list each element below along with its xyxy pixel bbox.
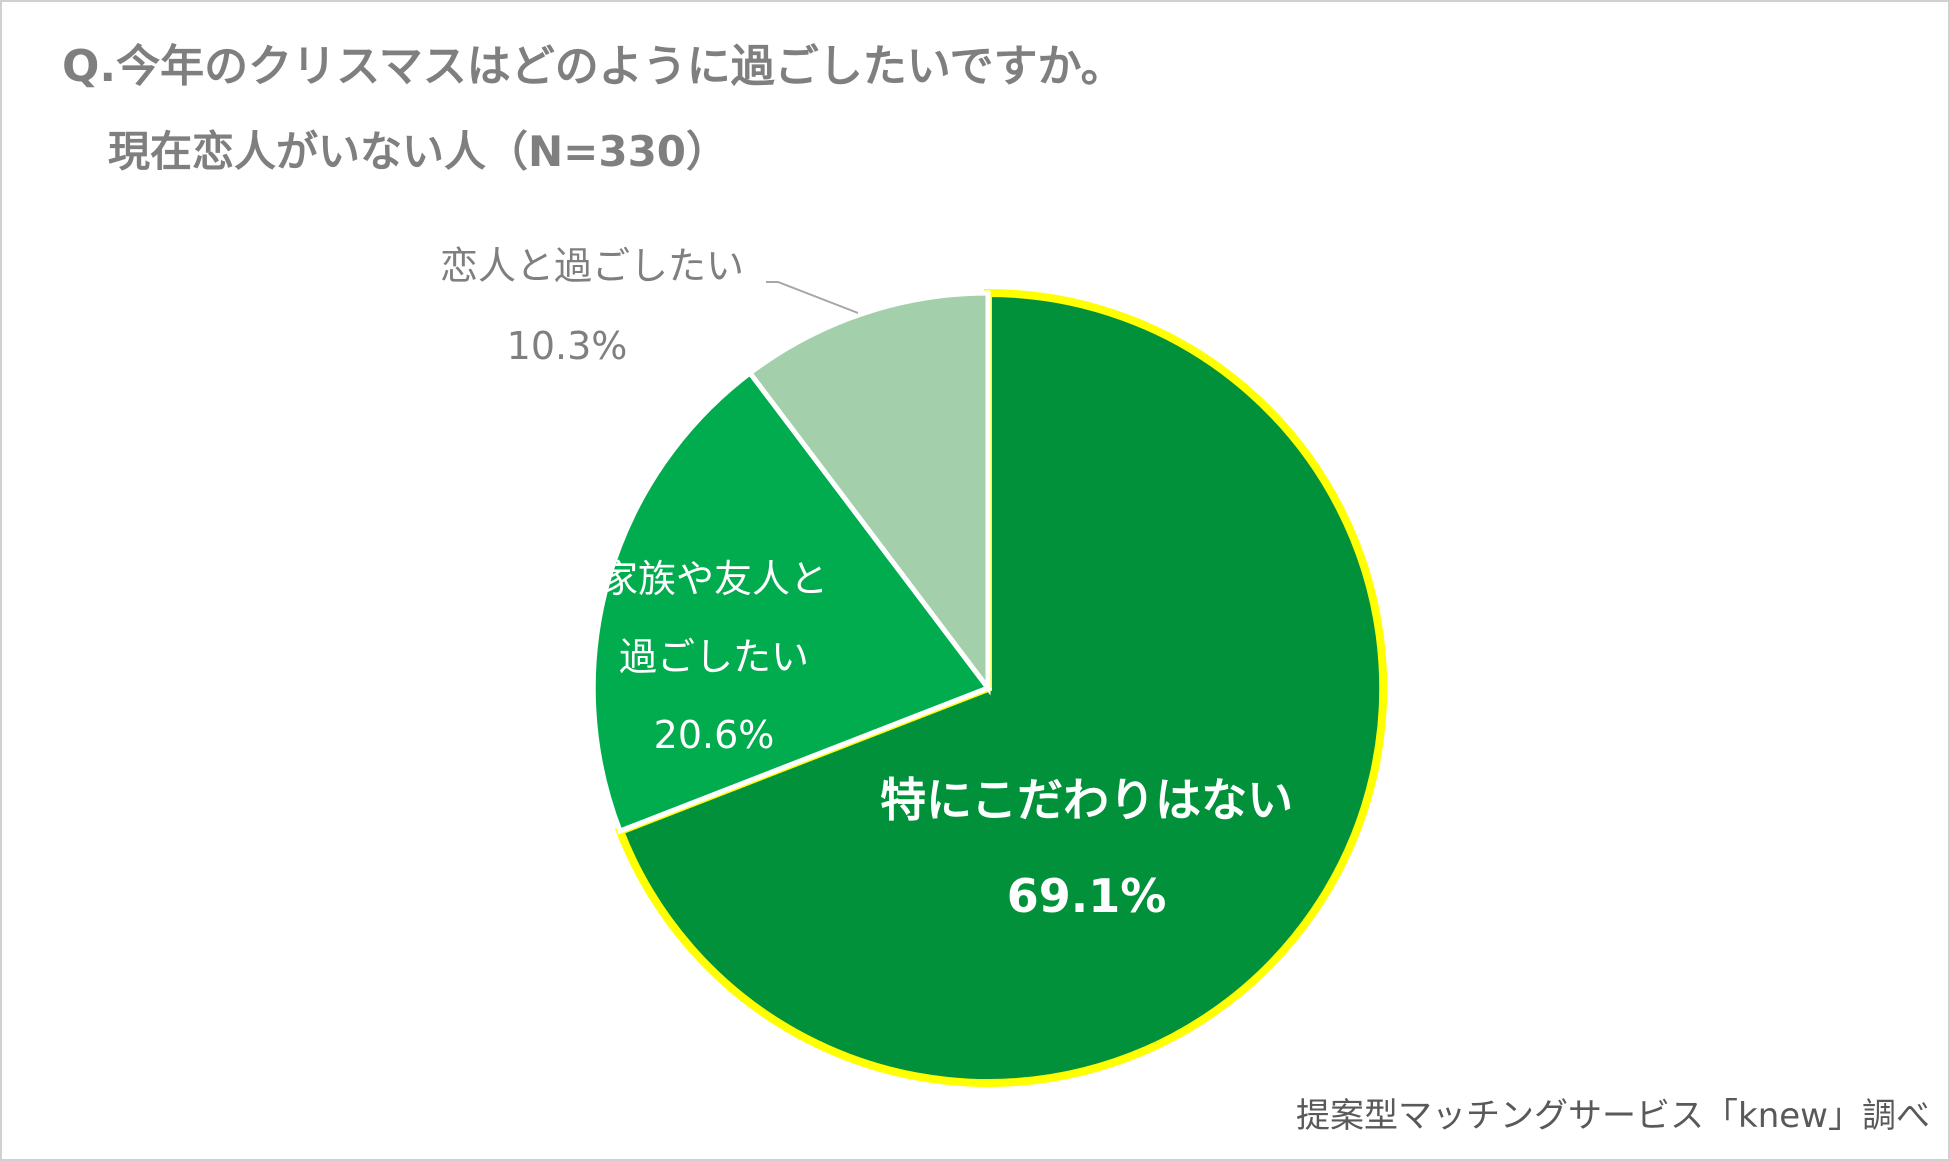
slice-lover[interactable] bbox=[746, 290, 991, 696]
slice-no-preference[interactable] bbox=[614, 288, 1388, 1087]
label-no-preference: 特にこだわりはない 69.1% bbox=[880, 752, 1293, 944]
label-lover-name: 恋人と過ごしたい bbox=[440, 244, 745, 288]
label-family-line2: 過ごしたい bbox=[619, 635, 810, 679]
chart-title: Q.今年のクリスマスはどのように過ごしたいですか。 bbox=[62, 41, 1125, 92]
source-note: 提案型マッチングサービス「knew」調べ bbox=[1296, 1096, 1930, 1136]
label-family-friends: 家族や友人と 過ごしたい 20.6% bbox=[600, 540, 828, 774]
label-lover-value: 10.3% bbox=[506, 324, 628, 368]
label-lover: 恋人と過ごしたい 10.3% bbox=[440, 226, 744, 386]
slice-family-friends[interactable] bbox=[590, 369, 992, 835]
label-none-name: 特にこだわりはない bbox=[880, 773, 1294, 827]
leader-line bbox=[766, 281, 859, 314]
label-family-line1: 家族や友人と bbox=[600, 557, 829, 601]
chart-subtitle: 現在恋人がいない人（N=330） bbox=[108, 127, 729, 176]
label-family-value: 20.6% bbox=[653, 713, 775, 757]
label-none-value: 69.1% bbox=[1006, 869, 1167, 923]
